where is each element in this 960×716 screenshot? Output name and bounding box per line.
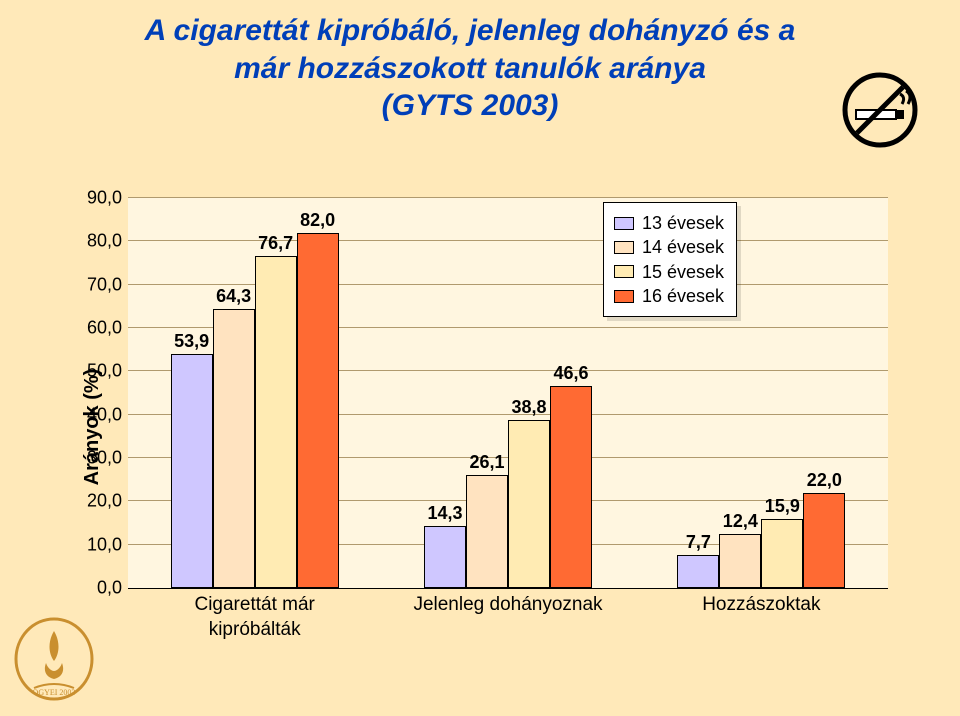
bar [803,493,845,588]
legend-label: 16 évesek [642,284,724,308]
legend-label: 14 évesek [642,235,724,259]
footer-logo: OGYEI 2003 [14,617,94,706]
x-tick-label: Jelenleg dohányoznak [413,593,602,618]
bar [550,386,592,588]
legend-swatch [614,290,634,303]
x-tick-label: Cigarettát márkipróbálták [194,593,314,642]
title-line-1: A cigarettát kipróbáló, jelenleg dohányz… [145,14,796,47]
bar-value-label: 15,9 [765,496,800,517]
bar-value-label: 82,0 [300,210,335,231]
legend-item: 16 évesek [614,284,724,308]
y-tick-label: 80,0 [87,231,122,252]
bar [508,420,550,588]
bar [719,534,761,588]
y-tick-label: 50,0 [87,361,122,382]
bar [213,309,255,588]
bar-value-label: 14,3 [427,503,462,524]
legend-item: 14 évesek [614,235,724,259]
gridline [128,240,888,241]
bar [424,526,466,588]
title-line-3: (GYTS 2003) [382,89,559,122]
x-tick-label: Hozzászoktak [702,593,820,618]
x-axis [128,588,888,589]
y-tick-label: 90,0 [87,188,122,209]
legend-item: 15 évesek [614,260,724,284]
bar-value-label: 22,0 [807,470,842,491]
bar [761,519,803,588]
legend-label: 15 évesek [642,260,724,284]
plot-area: 0,010,020,030,040,050,060,070,080,090,05… [128,198,888,588]
bar-value-label: 12,4 [723,511,758,532]
bar-value-label: 7,7 [686,532,711,553]
legend-item: 13 évesek [614,211,724,235]
y-tick-label: 60,0 [87,318,122,339]
legend-swatch [614,265,634,278]
bar-value-label: 53,9 [174,331,209,352]
bar-value-label: 46,6 [553,363,588,384]
bar [297,233,339,588]
y-tick-label: 0,0 [97,578,122,599]
legend: 13 évesek14 évesek15 évesek16 évesek [603,202,737,317]
svg-text:OGYEI 2003: OGYEI 2003 [33,688,76,697]
bar [255,256,297,588]
bar-value-label: 64,3 [216,286,251,307]
y-tick-label: 70,0 [87,274,122,295]
bar-value-label: 38,8 [511,397,546,418]
chart: Arányok (%) 0,010,020,030,040,050,060,07… [60,198,910,656]
legend-swatch [614,241,634,254]
legend-label: 13 évesek [642,211,724,235]
y-tick-label: 40,0 [87,404,122,425]
bar-value-label: 26,1 [469,452,504,473]
title-line-2: már hozzászokott tanulók aránya [234,52,706,85]
y-tick-label: 10,0 [87,534,122,555]
bar [677,555,719,588]
y-tick-label: 20,0 [87,491,122,512]
legend-swatch [614,217,634,230]
gridline [128,197,888,198]
bar [466,475,508,588]
no-smoking-icon [842,72,918,153]
gridline [128,284,888,285]
y-tick-label: 30,0 [87,448,122,469]
page-title: A cigarettát kipróbáló, jelenleg dohányz… [0,0,960,125]
bar [171,354,213,588]
bar-value-label: 76,7 [258,233,293,254]
